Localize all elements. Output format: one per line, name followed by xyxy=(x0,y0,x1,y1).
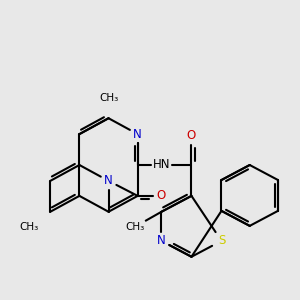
Text: CH₃: CH₃ xyxy=(99,93,118,103)
Text: N: N xyxy=(104,174,113,188)
Text: HN: HN xyxy=(153,158,170,172)
Text: N: N xyxy=(157,234,166,248)
Text: S: S xyxy=(218,234,225,248)
Text: O: O xyxy=(157,189,166,203)
Text: O: O xyxy=(187,129,196,142)
Text: CH₃: CH₃ xyxy=(20,222,39,232)
Text: CH₃: CH₃ xyxy=(125,222,145,232)
Text: N: N xyxy=(133,128,142,141)
